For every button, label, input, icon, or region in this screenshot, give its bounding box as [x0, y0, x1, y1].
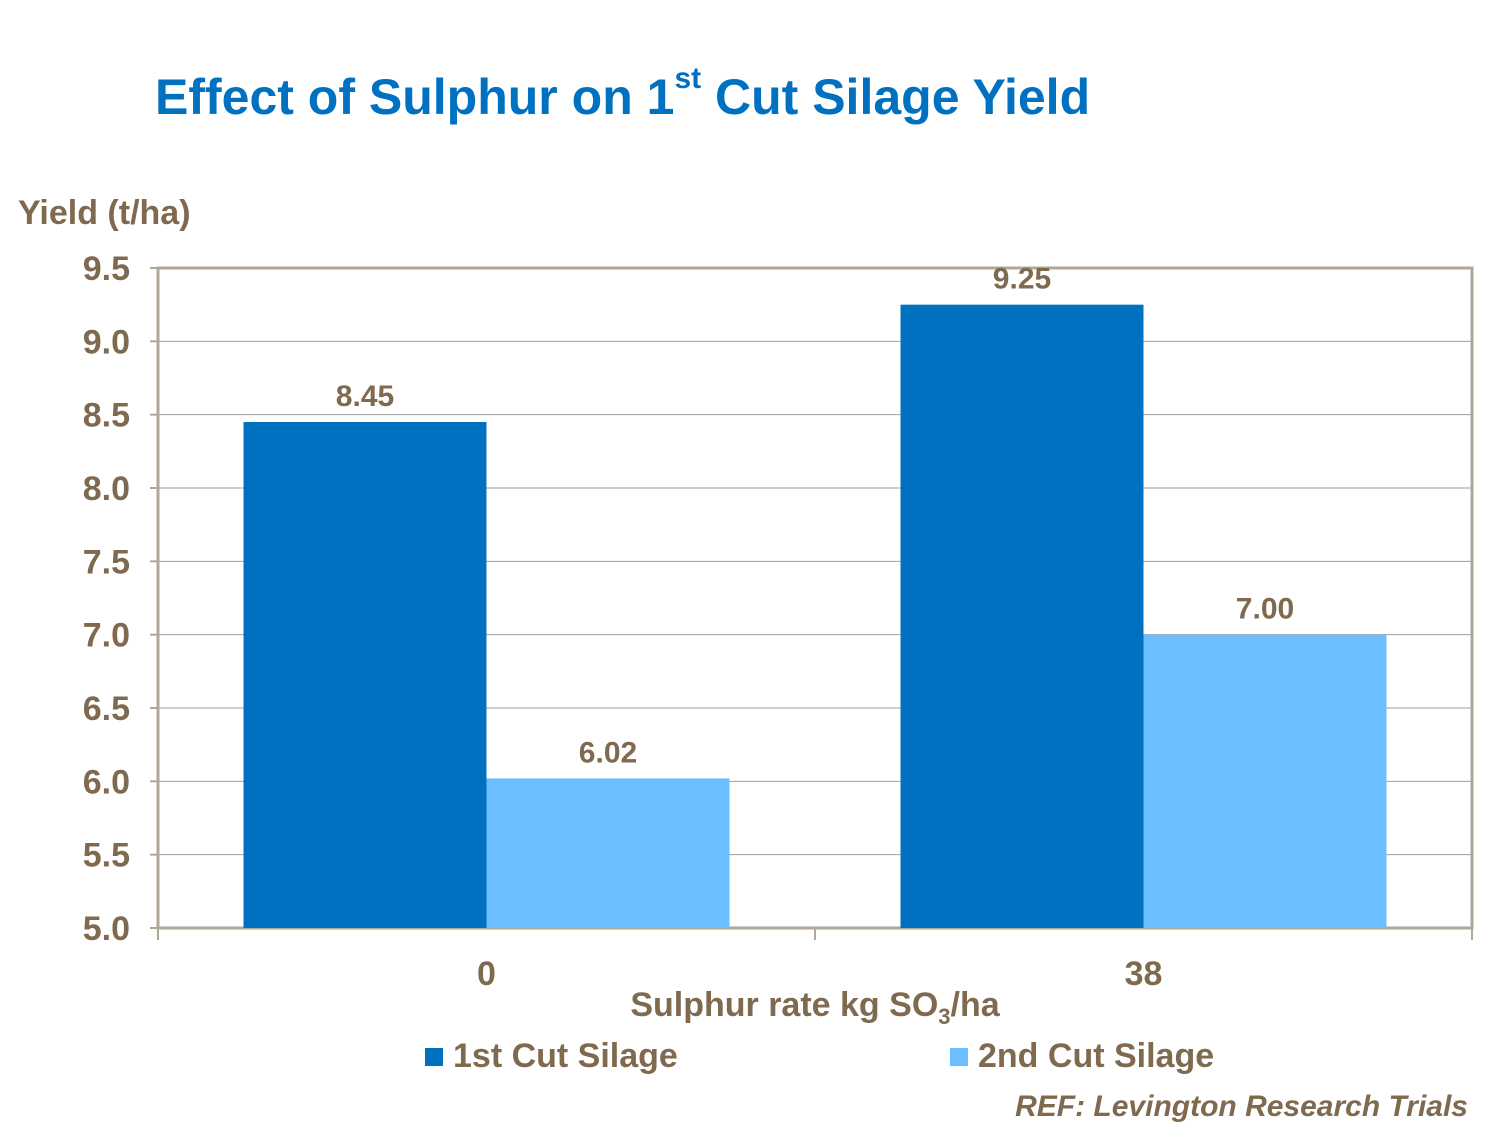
y-tick-label: 8.5: [83, 397, 130, 435]
legend-item-1st-cut: 1st Cut Silage: [425, 1037, 678, 1076]
data-label: 8.45: [336, 380, 394, 413]
legend-label-2nd-cut: 2nd Cut Silage: [978, 1037, 1215, 1075]
x-axis-label: Sulphur rate kg SO3/ha: [630, 986, 1000, 1029]
x-tick-label: 38: [1125, 955, 1163, 993]
legend-label-1st-cut: 1st Cut Silage: [453, 1037, 678, 1075]
legend-swatch-1st-cut: [425, 1047, 443, 1066]
bar-2-0: [486, 778, 730, 928]
chart-title: Effect of Sulphur on 1st Cut Silage Yiel…: [155, 62, 1091, 126]
y-tick-label: 5.0: [83, 910, 130, 948]
data-label: 9.25: [993, 263, 1051, 296]
y-tick-label: 7.5: [83, 543, 130, 581]
y-tick-label: 9.5: [83, 250, 130, 288]
y-tick-label: 6.5: [83, 690, 130, 728]
bar-1-0: [243, 422, 487, 928]
data-label: 6.02: [579, 736, 637, 769]
y-tick-label: 9.0: [83, 323, 130, 361]
y-axis-label: Yield (t/ha): [18, 194, 191, 232]
y-tick-label: 7.0: [83, 617, 130, 655]
legend-swatch-2nd-cut: [950, 1047, 968, 1066]
bar-2-38: [1143, 634, 1387, 928]
data-label: 7.00: [1236, 593, 1294, 626]
y-tick-label: 6.0: [83, 763, 130, 801]
reference-note: REF: Levington Research Trials: [1015, 1090, 1468, 1123]
y-tick-label: 5.5: [83, 837, 130, 875]
y-tick-label: 8.0: [83, 470, 130, 508]
x-tick-label: 0: [477, 955, 496, 993]
legend-item-2nd-cut: 2nd Cut Silage: [950, 1037, 1214, 1076]
bar-1-38: [900, 304, 1144, 929]
